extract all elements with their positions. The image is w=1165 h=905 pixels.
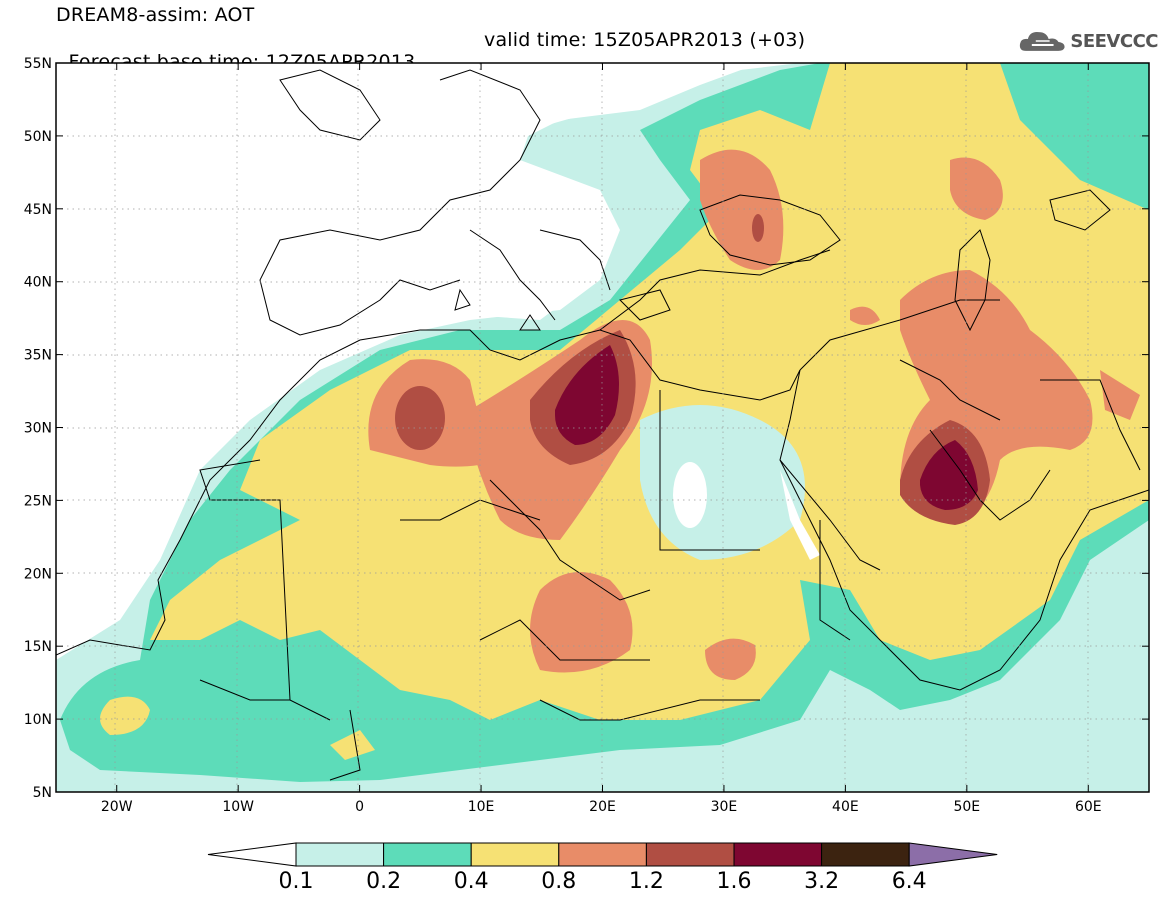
lon-tick-label: 20W <box>101 799 133 815</box>
aot-band-1.6 <box>555 345 978 510</box>
lat-tick-label: 50N <box>24 129 52 145</box>
colorbar-label: 1.2 <box>628 869 664 894</box>
colorbar-lower-triangle <box>207 842 297 867</box>
colorbar-label: 0.1 <box>278 869 314 894</box>
colorbar <box>207 842 998 867</box>
lon-tick-label: 60E <box>1075 799 1102 815</box>
lat-tick-label: 55N <box>24 56 52 72</box>
colorbar-label: 1.6 <box>716 869 752 894</box>
lat-tick-label: 20N <box>24 566 52 582</box>
map-title: DREAM8-assim: AOT <box>56 4 255 26</box>
lon-tick-label: 20E <box>589 799 616 815</box>
colorbar-box <box>821 842 910 867</box>
seevccc-logo: SEEVCCC <box>1018 26 1158 56</box>
tick-marks <box>56 62 1149 793</box>
cloud-icon <box>1019 32 1065 51</box>
graticule <box>56 63 1149 792</box>
clear-region-europe <box>56 63 760 640</box>
colorbar-label: 0.8 <box>541 869 577 894</box>
colorbar-label: 6.4 <box>891 869 927 894</box>
colorbar-box <box>383 842 472 867</box>
colorbar-box <box>645 842 735 867</box>
lat-tick-labels: 55N 50N 45N 40N 35N 30N 25N 20N 15N 10N 5N <box>24 56 52 801</box>
aot-band-0.4 <box>100 63 1149 760</box>
lon-tick-label: 0 <box>355 799 364 815</box>
lon-tick-labels: 20W 10W 0 10E 20E 30E 40E 50E 60E <box>101 799 1102 815</box>
logo-text: SEEVCCC <box>1070 30 1158 52</box>
lat-tick-label: 15N <box>24 639 52 655</box>
aot-band-below-0.1 <box>640 405 820 560</box>
colorbar-label: 0.4 <box>453 869 489 894</box>
lat-tick-label: 45N <box>24 202 52 218</box>
colorbar-label: 0.2 <box>366 869 402 894</box>
colorbar-box <box>733 842 823 867</box>
lat-tick-label: 40N <box>24 275 52 291</box>
lon-tick-label: 10W <box>222 799 254 815</box>
colorbar-box <box>295 842 385 867</box>
colorbar-upper-triangle <box>908 842 998 867</box>
lon-tick-label: 30E <box>711 799 738 815</box>
lon-tick-label: 40E <box>832 799 859 815</box>
lon-tick-label: 10E <box>468 799 495 815</box>
colorbar-box <box>470 842 560 867</box>
lon-tick-label: 50E <box>953 799 980 815</box>
lat-tick-label: 35N <box>24 348 52 364</box>
aot-field <box>56 63 1149 792</box>
lat-tick-label: 25N <box>24 493 52 509</box>
valid-time: valid time: 15Z05APR2013 (+03) <box>484 29 806 51</box>
lat-tick-label: 5N <box>33 785 52 801</box>
colorbar-box <box>558 842 647 867</box>
lat-tick-label: 30N <box>24 421 52 437</box>
lat-tick-label: 10N <box>24 712 52 728</box>
colorbar-label: 3.2 <box>804 869 840 894</box>
coastlines <box>56 69 1149 781</box>
